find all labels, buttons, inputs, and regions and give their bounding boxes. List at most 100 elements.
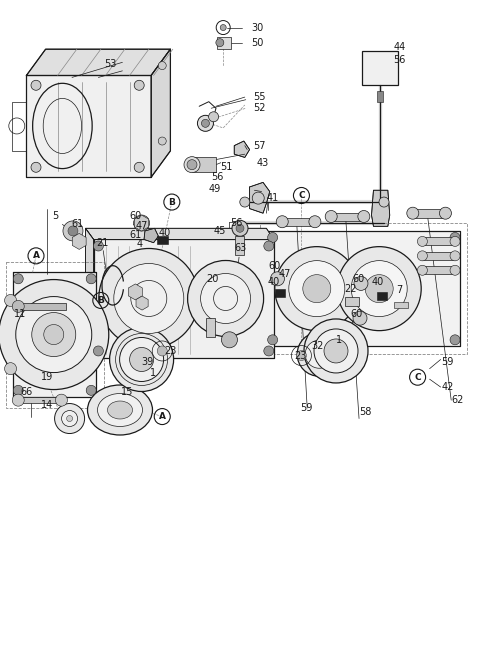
Circle shape [353, 311, 367, 325]
Text: 47: 47 [278, 269, 291, 279]
Text: 51: 51 [220, 161, 232, 172]
Polygon shape [26, 49, 170, 75]
Bar [6, 262, 104, 408]
Text: B: B [168, 197, 175, 207]
Circle shape [304, 319, 368, 383]
Circle shape [13, 385, 23, 396]
Bar [422, 237, 455, 245]
Text: 21: 21 [96, 237, 108, 248]
Bar [206, 318, 215, 337]
Circle shape [63, 221, 83, 241]
Circle shape [158, 62, 166, 70]
Circle shape [133, 215, 150, 231]
Circle shape [61, 411, 78, 426]
Text: 20: 20 [206, 274, 219, 284]
Circle shape [120, 337, 164, 382]
Circle shape [44, 325, 64, 344]
Text: 43: 43 [257, 157, 269, 168]
Text: 40: 40 [268, 277, 280, 287]
Text: 1: 1 [150, 367, 156, 378]
Circle shape [158, 137, 166, 145]
Circle shape [0, 279, 109, 390]
Circle shape [450, 236, 460, 247]
Polygon shape [94, 239, 274, 358]
Circle shape [276, 216, 288, 228]
Text: 42: 42 [442, 382, 454, 392]
Text: 57: 57 [253, 140, 266, 151]
Circle shape [86, 385, 96, 396]
Text: 15: 15 [121, 387, 133, 398]
Circle shape [337, 247, 421, 331]
Circle shape [12, 300, 24, 312]
Bar [275, 289, 285, 297]
Text: 60: 60 [269, 260, 281, 271]
Circle shape [157, 346, 167, 356]
Circle shape [202, 119, 209, 127]
Circle shape [94, 346, 103, 356]
Text: 47: 47 [135, 221, 148, 232]
Bar [377, 91, 383, 102]
Circle shape [297, 350, 306, 361]
Polygon shape [268, 231, 460, 346]
Text: 23: 23 [164, 346, 177, 356]
Text: 4: 4 [137, 239, 143, 249]
Text: 40: 40 [372, 277, 384, 287]
Text: C: C [298, 191, 305, 200]
Text: 62: 62 [451, 395, 464, 405]
Text: 56: 56 [211, 172, 224, 182]
Polygon shape [250, 182, 270, 213]
Circle shape [114, 264, 184, 333]
Bar [217, 37, 231, 49]
Polygon shape [144, 228, 158, 243]
Circle shape [86, 274, 96, 284]
Circle shape [325, 211, 337, 222]
Circle shape [55, 403, 84, 434]
Text: 60: 60 [130, 211, 142, 222]
Circle shape [134, 80, 144, 91]
Circle shape [16, 297, 92, 373]
Circle shape [31, 162, 41, 173]
Circle shape [264, 346, 274, 356]
Text: 30: 30 [251, 22, 264, 33]
Circle shape [32, 312, 76, 357]
Text: 56: 56 [230, 218, 243, 228]
Circle shape [450, 335, 460, 345]
Circle shape [418, 265, 427, 276]
Text: 53: 53 [105, 59, 117, 70]
Circle shape [440, 207, 451, 219]
Bar [18, 303, 66, 310]
Circle shape [354, 276, 368, 291]
Text: 1: 1 [336, 335, 342, 345]
Circle shape [418, 236, 427, 247]
Circle shape [289, 260, 345, 317]
Circle shape [365, 275, 393, 302]
Circle shape [450, 232, 460, 243]
Circle shape [324, 339, 348, 363]
Circle shape [450, 265, 460, 276]
Text: 58: 58 [359, 407, 372, 417]
Bar [331, 213, 364, 221]
Text: 50: 50 [251, 37, 264, 48]
Text: 59: 59 [442, 357, 454, 367]
Text: 56: 56 [394, 55, 406, 66]
Text: 60: 60 [353, 274, 365, 284]
Ellipse shape [87, 385, 153, 435]
Bar [413, 209, 445, 218]
Circle shape [275, 247, 359, 331]
Text: 45: 45 [214, 226, 226, 236]
Text: 63: 63 [234, 243, 247, 253]
Polygon shape [13, 272, 96, 397]
Text: 14: 14 [41, 400, 53, 411]
Text: 7: 7 [396, 285, 402, 295]
Polygon shape [372, 190, 390, 226]
Circle shape [209, 112, 218, 122]
Text: 39: 39 [142, 357, 154, 367]
Text: 32: 32 [311, 341, 324, 352]
Bar [157, 236, 168, 244]
Polygon shape [85, 228, 94, 358]
Circle shape [418, 251, 427, 261]
Circle shape [303, 275, 331, 302]
Circle shape [379, 197, 389, 207]
Circle shape [450, 251, 460, 261]
Circle shape [187, 159, 197, 170]
